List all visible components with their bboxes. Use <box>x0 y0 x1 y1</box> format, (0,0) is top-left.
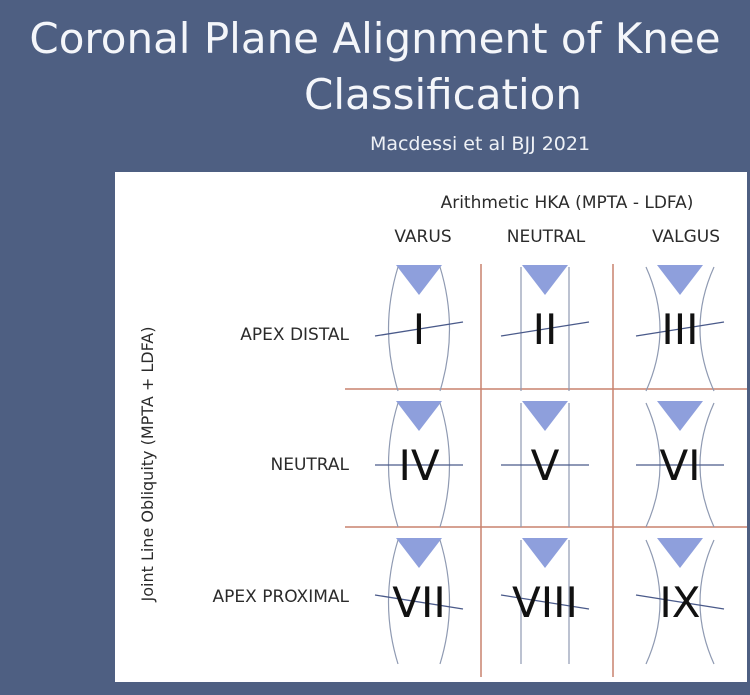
citation-subtitle: Macdessi et al BJJ 2021 <box>369 133 591 155</box>
type-label: V <box>531 441 560 490</box>
type-label: I <box>413 305 425 354</box>
slide-title-line-2: Classification <box>304 70 582 119</box>
limb-outline-right <box>439 539 451 665</box>
type-label: VIII <box>512 578 578 627</box>
slide-title-line-1: Coronal Plane Alignment of Knee <box>29 14 721 63</box>
cell-VIII: VIII <box>500 538 590 664</box>
column-header-valgus: VALGUS <box>652 227 720 247</box>
cell-I: I <box>374 265 464 392</box>
femur-triangle-icon <box>396 538 442 568</box>
column-header-varus: VARUS <box>394 227 451 247</box>
type-label: VI <box>659 441 700 490</box>
femur-triangle-icon <box>522 538 568 568</box>
cell-VI: VI <box>636 401 724 528</box>
femur-triangle-icon <box>657 538 703 568</box>
joint-line <box>374 594 464 610</box>
femur-triangle-icon <box>657 401 703 431</box>
classification-diagram: Arithmetic HKA (MPTA - LDFA) Joint Line … <box>115 172 747 682</box>
limb-outline-right <box>699 539 715 665</box>
limb-outline-right <box>439 266 451 392</box>
row-header-neutral: NEUTRAL <box>270 455 349 475</box>
femur-triangle-icon <box>522 265 568 295</box>
femur-triangle-icon <box>396 265 442 295</box>
limb-outline-left <box>645 539 661 665</box>
classification-grid: Arithmetic HKA (MPTA - LDFA) Joint Line … <box>138 193 747 677</box>
type-label: III <box>661 305 698 354</box>
femur-triangle-icon <box>522 401 568 431</box>
joint-line <box>374 321 464 337</box>
y-axis-title: Joint Line Obliquity (MPTA + LDFA) <box>138 327 157 603</box>
row-header-apex-distal: APEX DISTAL <box>240 325 349 345</box>
limb-outline-left <box>645 266 661 392</box>
limb-outline-right <box>699 266 715 392</box>
joint-line <box>635 594 725 610</box>
cell-V: V <box>501 401 589 527</box>
limb-outline-left <box>387 266 399 392</box>
type-label: IV <box>398 441 439 490</box>
x-axis-title: Arithmetic HKA (MPTA - LDFA) <box>441 193 694 213</box>
column-header-neutral: NEUTRAL <box>507 227 586 247</box>
row-header-apex-proximal: APEX PROXIMAL <box>213 587 350 607</box>
limb-outline-left <box>387 539 399 665</box>
grid-dividers <box>345 264 747 677</box>
type-label: VII <box>392 578 446 627</box>
joint-line <box>500 594 590 610</box>
type-label: IX <box>659 578 700 627</box>
joint-line <box>635 321 725 337</box>
cell-II: II <box>500 265 590 391</box>
cell-III: III <box>635 265 725 392</box>
type-label: II <box>533 305 558 354</box>
femur-triangle-icon <box>657 265 703 295</box>
cell-VII: VII <box>374 538 464 665</box>
femur-triangle-icon <box>396 401 442 431</box>
cell-IV: IV <box>375 401 463 528</box>
cell-IX: IX <box>635 538 725 665</box>
joint-line <box>500 321 590 337</box>
